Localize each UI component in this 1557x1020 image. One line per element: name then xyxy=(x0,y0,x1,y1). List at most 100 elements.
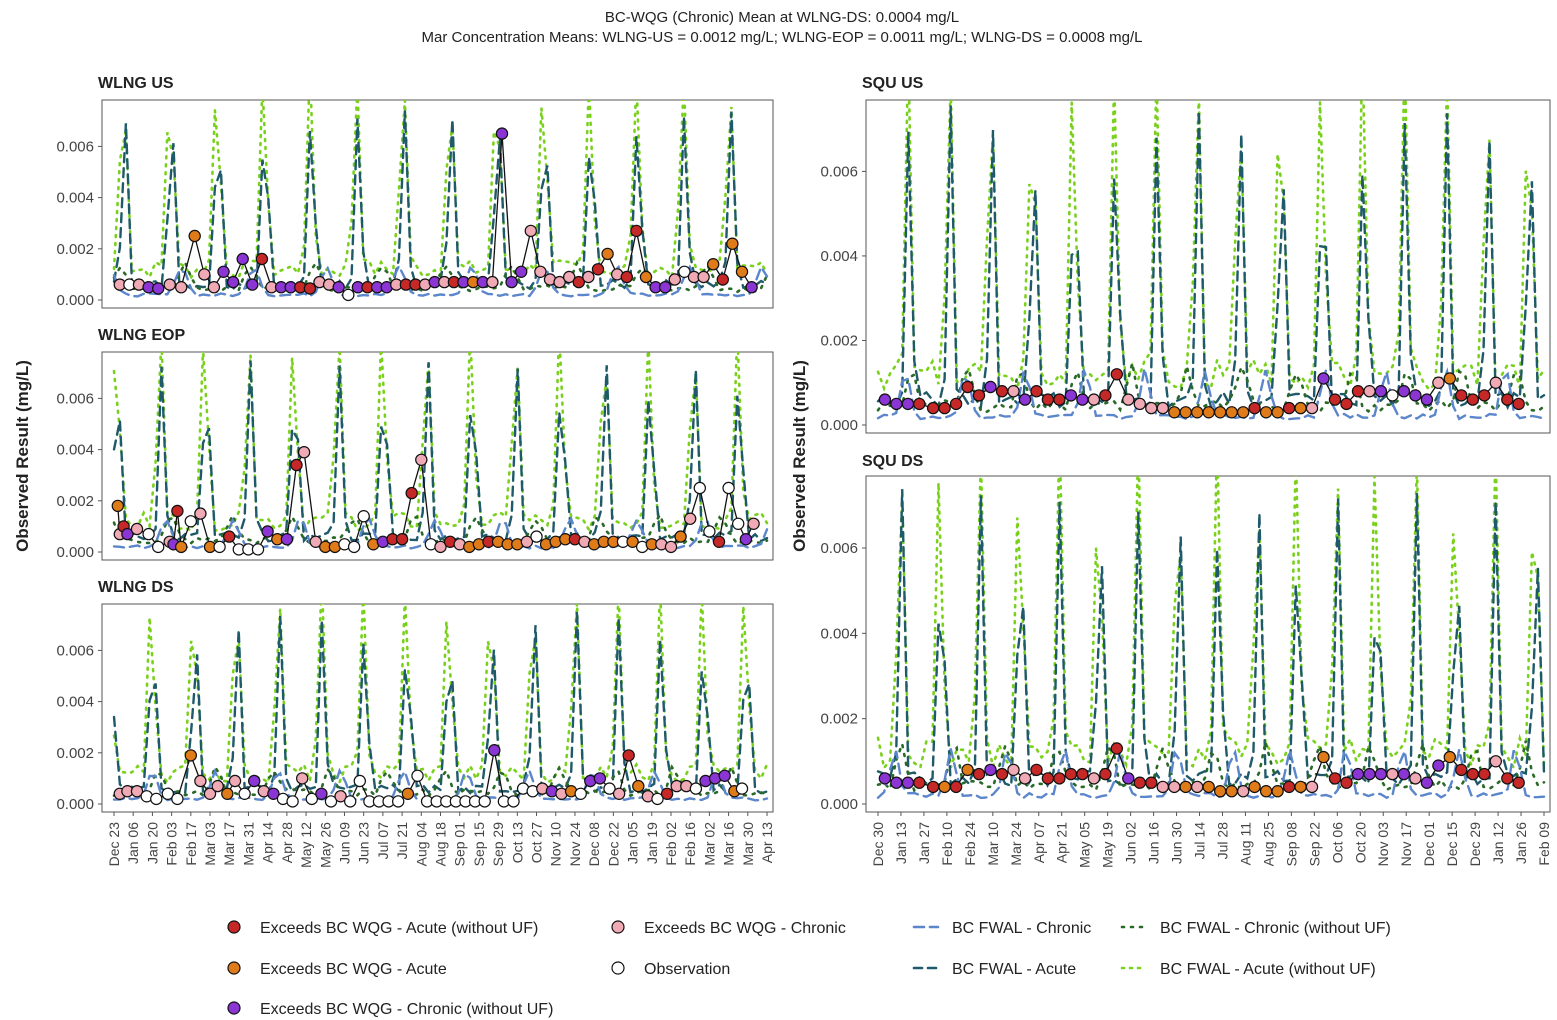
x-tick-label: May 26 xyxy=(317,822,333,868)
data-point-observation xyxy=(703,525,716,538)
data-point-chronic xyxy=(296,772,309,785)
x-tick-label: Mar 03 xyxy=(202,822,218,866)
legend-item: BC FWAL - Acute (without UF) xyxy=(1120,961,1376,978)
y-tick-label: 0.002 xyxy=(56,493,94,510)
data-point-chronic-wo-uf xyxy=(1351,767,1365,781)
data-point-acute xyxy=(1168,406,1181,419)
data-point-chronic-wo-uf xyxy=(1420,393,1434,406)
x-tick-label: Mar 17 xyxy=(221,822,237,866)
data-point-observation xyxy=(161,787,174,801)
legend-item: BC FWAL - Chronic (without UF) xyxy=(1120,920,1391,937)
data-point-chronic-wo-uf xyxy=(1409,389,1422,402)
x-tick-label: Jun 23 xyxy=(356,822,372,864)
x-tick-label: Jun 09 xyxy=(336,822,352,864)
data-point-chronic xyxy=(415,453,428,466)
data-point-acute-wo-uf xyxy=(712,535,726,549)
data-point-observation xyxy=(732,517,745,531)
data-point-acute xyxy=(961,763,974,777)
data-point-chronic xyxy=(174,281,188,294)
data-point-acute-wo-uf xyxy=(1466,767,1480,781)
data-point-chronic-wo-uf xyxy=(1064,389,1078,402)
data-point-chronic xyxy=(1386,767,1399,781)
data-point-acute-wo-uf xyxy=(913,776,926,789)
data-point-acute-wo-uf xyxy=(290,458,303,472)
data-point-acute-wo-uf xyxy=(303,282,317,295)
x-tick-label: Oct 06 xyxy=(1329,822,1345,863)
x-tick-label: Feb 16 xyxy=(682,822,698,866)
x-tick-label: Nov 10 xyxy=(548,822,564,867)
panel-wlng-us: WLNG US 0.000 0.002 0.004 0.006 xyxy=(56,75,774,309)
data-point-acute xyxy=(726,237,739,250)
data-point-observation xyxy=(722,481,735,495)
data-point-acute xyxy=(1213,406,1227,419)
data-point-observation xyxy=(678,265,691,278)
x-tick-label: Dec 23 xyxy=(106,822,122,867)
data-point-observation xyxy=(342,288,355,302)
y-axis-title-left: Observed Result (mg/L) xyxy=(13,360,32,552)
data-point-chronic-wo-uf xyxy=(1432,759,1445,772)
x-tick-label: Jun 02 xyxy=(1123,822,1139,864)
legend-item: Observation xyxy=(611,961,730,978)
data-point-acute-wo-uf xyxy=(255,252,269,266)
data-point-acute-wo-uf xyxy=(1282,780,1296,794)
x-tick-label: Feb 17 xyxy=(183,822,199,866)
data-point-acute-wo-uf xyxy=(1110,742,1124,755)
data-point-acute-wo-uf xyxy=(926,780,940,794)
legend-swatch-acute xyxy=(227,961,241,975)
data-point-acute-wo-uf xyxy=(716,273,730,286)
data-point-acute xyxy=(674,530,687,543)
data-point-chronic-wo-uf xyxy=(267,787,280,801)
guideline-fwal-chronic-wo-uf xyxy=(876,362,1546,414)
data-point-acute-wo-uf xyxy=(1478,389,1491,402)
data-point-acute xyxy=(1294,780,1307,794)
data-point-acute xyxy=(707,258,720,271)
data-point-acute xyxy=(401,787,415,801)
data-point-acute-wo-uf xyxy=(972,767,986,781)
x-tick-label: Feb 24 xyxy=(962,822,978,866)
data-point-acute-wo-uf xyxy=(1328,772,1342,785)
x-tick-label: Jun 16 xyxy=(1146,822,1162,864)
data-point-acute xyxy=(1236,406,1250,419)
data-point-acute xyxy=(639,270,653,284)
data-point-chronic xyxy=(1489,755,1503,768)
y-axis-title-right: Observed Result (mg/L) xyxy=(790,360,809,552)
y-tick-label: 0.004 xyxy=(820,625,858,642)
x-tick-label: Oct 20 xyxy=(1352,822,1368,863)
y-tick-label: 0.000 xyxy=(56,544,94,561)
data-point-chronic-wo-uf xyxy=(217,265,230,278)
data-point-chronic-wo-uf xyxy=(1363,767,1376,781)
legend-swatch-chronic-wo-uf xyxy=(227,1001,241,1015)
legend-swatch-acute-wo-uf xyxy=(227,920,241,934)
chart-title-line1: BC-WQG (Chronic) Mean at WLNG-DS: 0.0004… xyxy=(605,9,959,26)
data-point-chronic xyxy=(612,787,626,801)
data-point-chronic-wo-uf xyxy=(984,380,997,394)
data-point-observation xyxy=(213,540,226,554)
legend-item: Exceeds BC WQG - Chronic (without UF) xyxy=(227,1001,553,1018)
data-point-chronic xyxy=(582,270,595,284)
y-tick-label: 0.006 xyxy=(56,642,94,659)
data-point-chronic-wo-uf xyxy=(488,744,501,757)
data-point-chronic-wo-uf xyxy=(280,533,294,546)
data-point-acute xyxy=(111,499,125,513)
x-tick-label: Dec 30 xyxy=(870,822,886,867)
x-tick-label: Mar 16 xyxy=(721,822,737,866)
data-point-chronic xyxy=(334,790,347,803)
data-point-acute-wo-uf xyxy=(1041,393,1055,406)
data-point-chronic xyxy=(534,265,547,278)
guideline-fwal-acute xyxy=(112,610,769,796)
x-tick-label: Sep 01 xyxy=(452,822,468,867)
data-point-acute xyxy=(1443,372,1457,385)
data-point-chronic-wo-uf xyxy=(236,252,249,266)
data-point-acute xyxy=(1225,785,1238,798)
y-tick-label: 0.000 xyxy=(56,796,94,813)
data-point-observation xyxy=(603,782,616,795)
data-point-acute-wo-uf xyxy=(938,401,951,415)
data-point-chronic xyxy=(1190,780,1204,794)
x-tick-label: Apr 07 xyxy=(1031,822,1047,863)
data-point-acute-wo-uf xyxy=(1110,368,1124,381)
data-point-chronic xyxy=(194,507,207,520)
panel-title: SQU DS xyxy=(862,453,924,470)
data-point-observation xyxy=(324,795,338,808)
y-tick-label: 0.004 xyxy=(56,442,94,459)
data-point-chronic xyxy=(1007,385,1020,398)
